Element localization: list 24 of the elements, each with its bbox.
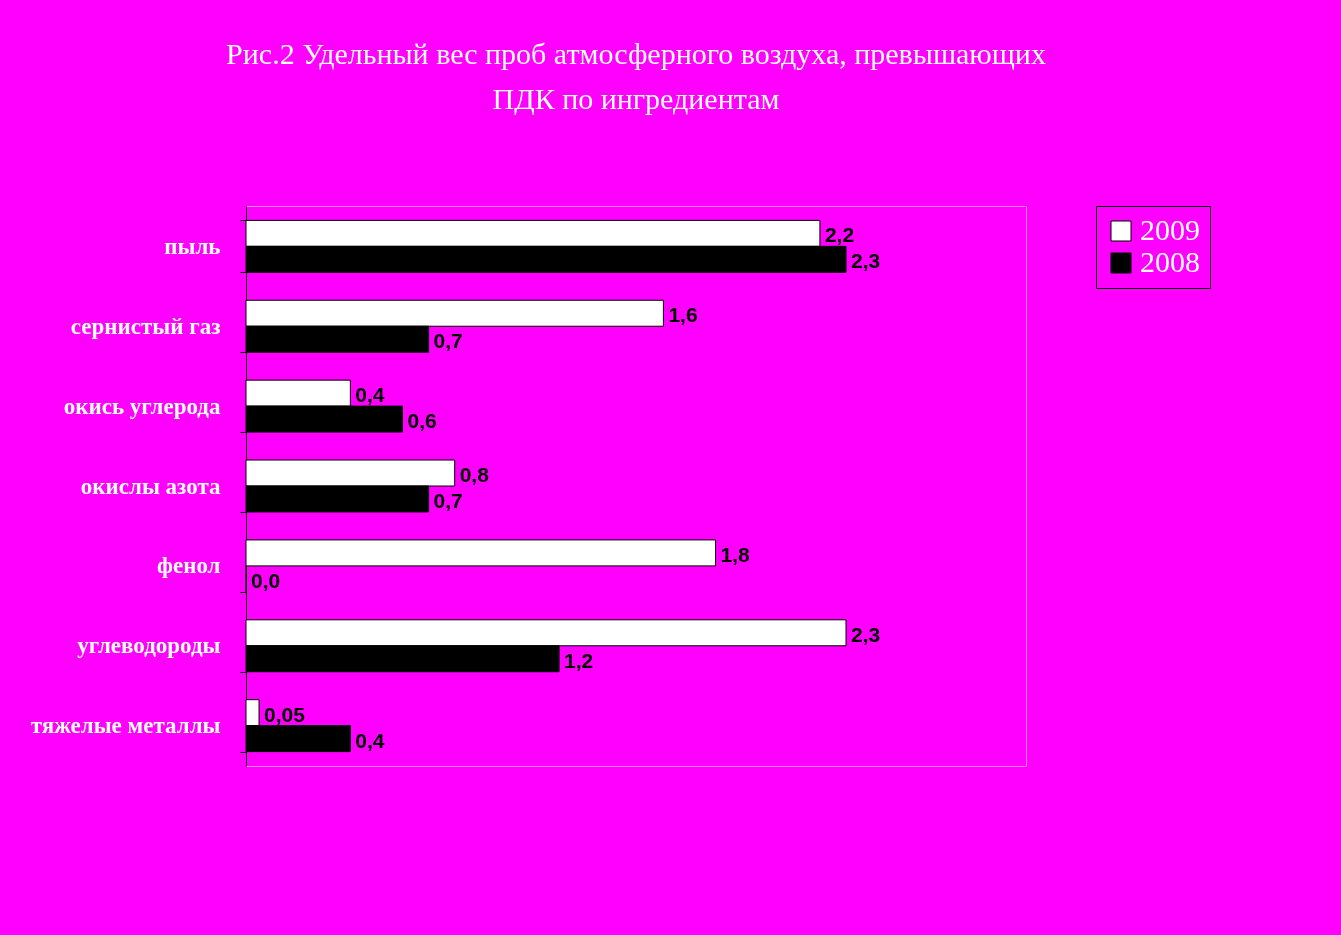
chart-title: Рис.2 Удельный вес проб атмосферного воздуха, превышающих ПДК по ингредиентам (226, 37, 1046, 115)
data-label: 0,05 (264, 702, 306, 726)
data-label: 0,8 (459, 463, 490, 487)
data-label: 0,6 (407, 409, 437, 433)
y-tick-label: сернистый газ (70, 313, 221, 339)
data-label: 0,7 (433, 329, 463, 353)
y-tick-label: пыль (164, 233, 221, 259)
data-label: 1,8 (720, 542, 751, 566)
data-label: 2,2 (824, 223, 855, 247)
y-tick-label: тяжелые металлы (30, 713, 221, 739)
y-tick-label: углеводороды (77, 633, 221, 659)
data-label: 2,3 (851, 249, 881, 273)
data-label: 2,3 (851, 622, 881, 646)
data-label: 0,4 (355, 383, 385, 407)
data-label: 0,4 (355, 728, 385, 752)
data-label: 1,6 (668, 303, 698, 327)
data-label: 0,0 (251, 568, 281, 592)
y-tick-label: окислы азота (80, 473, 221, 499)
data-label: 1,2 (564, 648, 594, 672)
legend-label: 2009 (1140, 213, 1200, 246)
y-tick-label: фенол (157, 553, 221, 579)
data-label: 0,7 (433, 488, 463, 512)
y-tick-label: окись углерода (63, 393, 221, 419)
legend-label: 2008 (1140, 245, 1200, 278)
